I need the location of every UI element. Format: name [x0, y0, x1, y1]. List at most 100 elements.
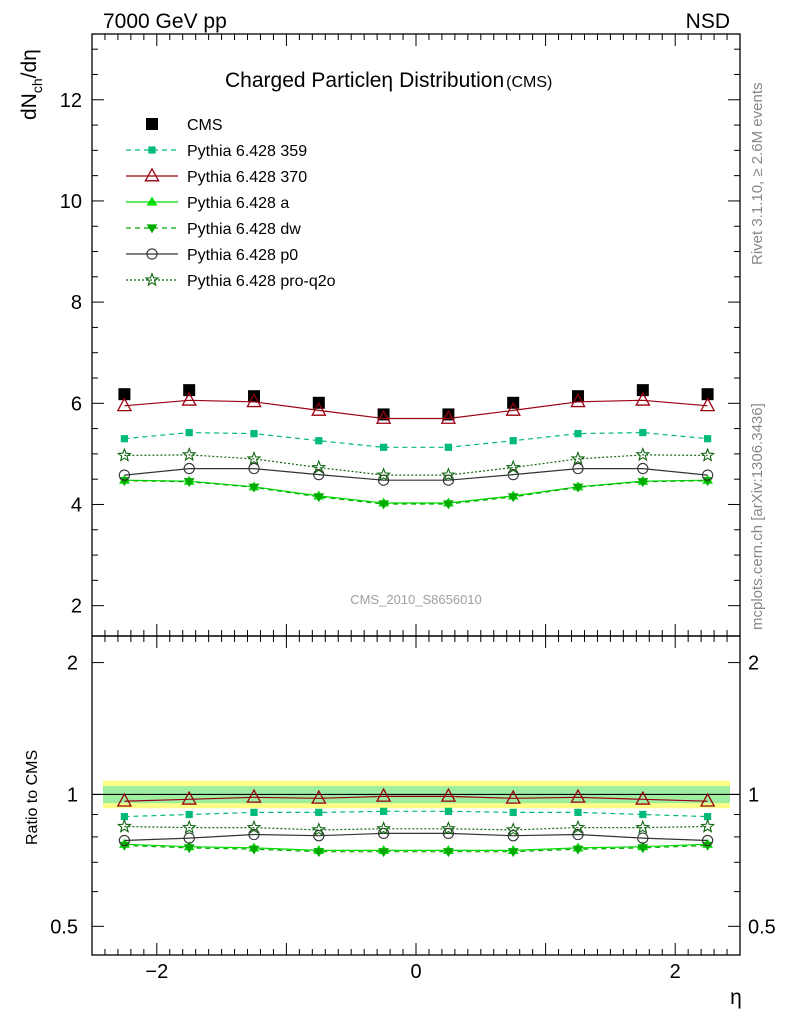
ratio-data-point — [507, 830, 519, 842]
legend-marker — [146, 224, 158, 234]
upper-data-point — [505, 401, 521, 416]
legend-marker — [144, 167, 160, 182]
ratio-y-tick-label-right: 1 — [748, 784, 759, 806]
ratio-data-point — [704, 813, 712, 821]
legend-marker — [146, 118, 158, 130]
upper-data-point — [246, 451, 262, 466]
upper-data-point — [635, 447, 651, 462]
upper-data-point — [570, 451, 586, 466]
ratio-data-point — [701, 834, 714, 847]
ratio-data-point — [444, 807, 452, 815]
upper-data-point — [507, 493, 519, 503]
upper-data-point — [313, 493, 325, 503]
ratio-series-1 — [116, 787, 716, 807]
chart-title-main: Charged Particle — [225, 69, 381, 92]
ratio-series-3 — [119, 841, 713, 858]
ratio-data-point — [505, 789, 521, 804]
chart-title: Charged Particleη Distribution (CMS) — [225, 69, 552, 92]
upper-series-4 — [119, 477, 713, 510]
ratio-data-point — [181, 790, 197, 805]
ratio-series-line — [124, 795, 708, 802]
ratio-data-point — [311, 789, 327, 804]
ratio-data-point — [246, 819, 262, 834]
upper-data-point — [375, 409, 392, 424]
legend-label: Pythia 6.428 p0 — [187, 247, 298, 264]
upper-data-point — [635, 391, 651, 406]
legend: CMS Pythia 6.428 359 Pythia 6.428 370 Pythi… — [126, 117, 336, 290]
ratio-data-point — [639, 810, 647, 819]
upper-data-point — [181, 391, 197, 406]
chart-title-symbol: η — [381, 69, 393, 92]
upper-data-point — [313, 468, 325, 481]
ratio-series-line — [124, 844, 708, 853]
x-tick-label: −2 — [145, 961, 168, 983]
ratio-data-point — [443, 848, 454, 858]
ratio-data-point — [570, 819, 586, 834]
upper-series-line — [124, 480, 708, 505]
ratio-data-point — [181, 819, 197, 834]
upper-series-line — [124, 454, 708, 476]
ratio-data-point — [702, 841, 713, 851]
ratio-data-point — [116, 818, 132, 833]
ratio-data-point — [250, 808, 258, 816]
legend-entry-2: Pythia 6.428 370 — [126, 167, 307, 186]
x-tick-label: 2 — [670, 961, 681, 983]
ratio-data-point — [183, 832, 195, 844]
legend-marker — [146, 196, 158, 206]
legend-marker — [148, 146, 156, 154]
legend-label: Pythia 6.428 370 — [187, 169, 307, 186]
ratio-data-point — [313, 830, 325, 842]
ratio-y-tick-label-left: 2 — [67, 653, 78, 675]
ratio-data-point — [635, 819, 651, 834]
upper-data-point — [315, 437, 323, 445]
legend-entry-5: Pythia 6.428 p0 — [126, 247, 298, 264]
upper-y-label-rest: /dη — [18, 49, 41, 78]
x-tick-label: 0 — [410, 961, 421, 983]
upper-data-point — [572, 462, 584, 475]
upper-data-point — [311, 401, 327, 416]
upper-y-tick-label: 10 — [60, 191, 82, 213]
upper-series-6 — [116, 447, 716, 482]
upper-y-tick-label: 12 — [60, 90, 82, 112]
upper-y-label-main: dN — [18, 93, 41, 120]
ratio-series-line — [124, 832, 708, 842]
legend-label: Pythia 6.428 a — [187, 195, 289, 212]
upper-data-point — [444, 443, 452, 451]
legend-label: Pythia 6.428 359 — [187, 143, 307, 160]
upper-series-2 — [116, 391, 716, 424]
upper-data-point — [118, 388, 131, 401]
upper-data-point — [570, 393, 586, 408]
ratio-data-point — [699, 792, 716, 807]
upper-panel: 2 4 6 8 10 12 — [60, 33, 741, 637]
upper-data-point — [311, 459, 327, 474]
upper-series-line — [124, 399, 708, 420]
ratio-y-tick-label-right: 2 — [748, 653, 759, 675]
ratio-data-point — [377, 827, 390, 840]
upper-y-label-sub: ch — [29, 78, 45, 93]
upper-series-5 — [118, 462, 714, 486]
upper-series-3 — [119, 474, 713, 507]
ratio-data-point — [572, 828, 584, 841]
upper-series-0 — [118, 384, 714, 421]
upper-data-point — [701, 388, 714, 401]
upper-data-point — [376, 467, 392, 482]
ratio-data-point — [574, 808, 582, 816]
ratio-data-point — [248, 845, 260, 855]
upper-series-1 — [120, 429, 712, 451]
upper-data-point — [248, 462, 260, 475]
upper-data-point — [185, 429, 193, 437]
ratio-data-point — [380, 807, 388, 815]
ratio-series-line — [124, 810, 708, 818]
ratio-series-0 — [120, 807, 712, 821]
ratio-data-point — [120, 813, 128, 821]
legend-entry-0: CMS — [146, 117, 223, 134]
upper-y-axis-label: dNch/dη — [18, 49, 45, 120]
ratio-y-tick-label-right: 0.5 — [748, 916, 776, 938]
ratio-data-point — [440, 820, 456, 835]
ratio-data-point — [507, 848, 519, 858]
upper-data-point — [183, 478, 195, 488]
header-left: 7000 GeV pp — [103, 10, 227, 33]
upper-data-point — [250, 430, 258, 438]
upper-data-point — [507, 468, 519, 481]
ratio-data-point — [116, 792, 133, 807]
